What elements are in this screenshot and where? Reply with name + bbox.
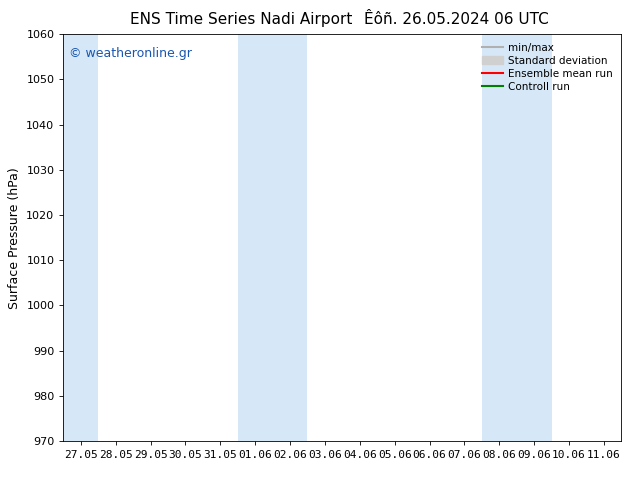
Bar <box>238 34 307 441</box>
Bar <box>63 34 98 441</box>
Y-axis label: Surface Pressure (hPa): Surface Pressure (hPa) <box>8 167 21 309</box>
Bar <box>482 34 552 441</box>
Text: ENS Time Series Nadi Airport: ENS Time Series Nadi Airport <box>130 12 352 27</box>
Text: Êôñ. 26.05.2024 06 UTC: Êôñ. 26.05.2024 06 UTC <box>364 12 549 27</box>
Text: © weatheronline.gr: © weatheronline.gr <box>69 47 192 59</box>
Legend: min/max, Standard deviation, Ensemble mean run, Controll run: min/max, Standard deviation, Ensemble me… <box>479 40 616 95</box>
